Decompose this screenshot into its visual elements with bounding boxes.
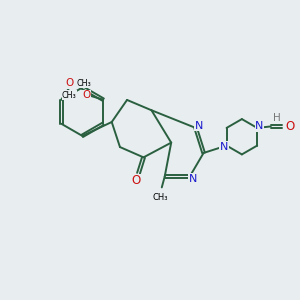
Text: CH₃: CH₃: [62, 91, 77, 100]
Text: N: N: [220, 142, 228, 152]
Text: N: N: [188, 174, 197, 184]
Text: O: O: [82, 90, 91, 100]
Text: N: N: [195, 121, 203, 131]
Text: O: O: [131, 174, 141, 188]
Text: N: N: [255, 122, 264, 131]
Text: O: O: [285, 120, 294, 133]
Text: CH₃: CH₃: [77, 79, 92, 88]
Text: H: H: [273, 113, 280, 123]
Text: CH₃: CH₃: [153, 193, 168, 202]
Text: O: O: [65, 79, 74, 88]
